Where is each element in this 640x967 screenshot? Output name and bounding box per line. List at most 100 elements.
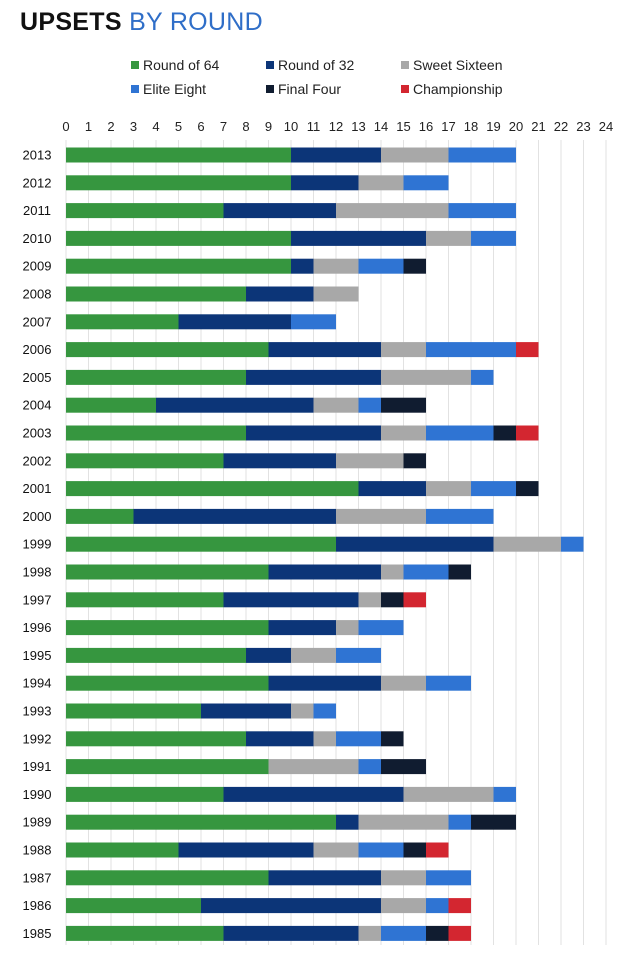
x-tick-label: 11 bbox=[307, 119, 321, 134]
chart-title-rest: BY ROUND bbox=[129, 8, 263, 36]
bar-segment-round-of-32 bbox=[291, 175, 359, 191]
year-label: 2012 bbox=[23, 175, 52, 190]
bar-segment-final-four bbox=[403, 453, 426, 469]
bar-segment-round-of-32 bbox=[201, 703, 291, 719]
bar-segment-elite-eight bbox=[426, 675, 471, 691]
bar-segment-elite-eight bbox=[448, 147, 516, 163]
bar-segment-round-of-32 bbox=[223, 203, 336, 219]
bar-segment-elite-eight bbox=[336, 647, 381, 663]
bar-segment-round-of-32 bbox=[223, 925, 359, 941]
bar-segment-elite-eight bbox=[336, 731, 381, 747]
bar-segment-final-four bbox=[381, 592, 404, 608]
legend-label: Round of 32 bbox=[278, 57, 355, 73]
bar-segment-round-of-64 bbox=[66, 925, 224, 941]
bar-segment-sweet-sixteen bbox=[381, 369, 471, 385]
x-axis-ticks: 0 1 2 3 4 5 6 7 8 9 10 11 12 13 14 15 16 17 18 19 20 21 22 23 24 bbox=[62, 119, 613, 134]
x-tick-label: 5 bbox=[175, 119, 182, 134]
bar-segment-championship bbox=[426, 842, 449, 858]
bar-segment-round-of-32 bbox=[268, 564, 381, 580]
bar-segment-round-of-32 bbox=[246, 369, 381, 385]
legend-item-round-of-64: Round of 64 bbox=[131, 57, 219, 73]
bar-segment-round-of-64 bbox=[66, 481, 359, 497]
bar-segment-elite-eight bbox=[358, 759, 381, 775]
bar-segment-elite-eight bbox=[426, 342, 516, 358]
bar-segment-round-of-32 bbox=[268, 870, 381, 886]
bar-segment-round-of-32 bbox=[133, 508, 336, 524]
x-tick-label: 22 bbox=[554, 119, 568, 134]
bar-segment-round-of-32 bbox=[178, 314, 291, 330]
bar-segment-round-of-64 bbox=[66, 258, 291, 274]
bar-segment-round-of-64 bbox=[66, 369, 246, 385]
year-label: 1991 bbox=[23, 759, 52, 774]
year-label: 1996 bbox=[23, 620, 52, 635]
bar-segment-final-four bbox=[403, 258, 426, 274]
bar-segment-round-of-64 bbox=[66, 397, 156, 413]
legend-swatch bbox=[131, 85, 139, 93]
year-label: 2006 bbox=[23, 342, 52, 357]
bar-segment-sweet-sixteen bbox=[336, 508, 426, 524]
bar-segment-sweet-sixteen bbox=[291, 703, 314, 719]
year-label: 1988 bbox=[23, 843, 52, 858]
year-label: 1999 bbox=[23, 537, 52, 552]
year-label: 2005 bbox=[23, 370, 52, 385]
bar-segment-round-of-32 bbox=[246, 731, 314, 747]
bar-segment-final-four bbox=[381, 397, 426, 413]
legend-swatch bbox=[131, 61, 139, 69]
bar-segment-round-of-32 bbox=[336, 814, 359, 830]
bar-segment-sweet-sixteen bbox=[313, 286, 359, 302]
bar-segment-round-of-64 bbox=[66, 759, 269, 775]
legend-item-elite-eight: Elite Eight bbox=[131, 81, 206, 97]
bar-segment-round-of-64 bbox=[66, 647, 246, 663]
bar-segment-elite-eight bbox=[358, 620, 404, 636]
bar-segment-round-of-64 bbox=[66, 175, 291, 191]
bar-segment-sweet-sixteen bbox=[426, 230, 471, 246]
chart-legend: Round of 64 Round of 32 Sweet Sixteen El… bbox=[0, 0, 640, 110]
year-label: 1997 bbox=[23, 592, 52, 607]
bar-segment-round-of-64 bbox=[66, 870, 269, 886]
bar-segment-round-of-32 bbox=[291, 230, 426, 246]
year-label: 2002 bbox=[23, 453, 52, 468]
year-label: 1990 bbox=[23, 787, 52, 802]
bar-segment-round-of-32 bbox=[268, 342, 381, 358]
bar-segment-round-of-64 bbox=[66, 898, 201, 914]
bar-segment-championship bbox=[516, 342, 539, 358]
bar-segment-sweet-sixteen bbox=[313, 258, 359, 274]
legend-swatch bbox=[266, 85, 274, 93]
bar-segment-round-of-32 bbox=[246, 647, 291, 663]
bar-segment-round-of-32 bbox=[268, 675, 381, 691]
year-label: 2000 bbox=[23, 509, 52, 524]
bar-segment-elite-eight bbox=[291, 314, 336, 330]
bar-segment-round-of-32 bbox=[201, 898, 381, 914]
bar-segment-round-of-64 bbox=[66, 842, 179, 858]
bar-segment-sweet-sixteen bbox=[381, 147, 449, 163]
chart-title: UPSETS BY ROUND bbox=[20, 8, 263, 37]
bar-segment-sweet-sixteen bbox=[313, 397, 359, 413]
year-label: 1992 bbox=[23, 731, 52, 746]
bar-segment-elite-eight bbox=[561, 536, 584, 552]
bar-segment-sweet-sixteen bbox=[493, 536, 561, 552]
year-label: 2009 bbox=[23, 259, 52, 274]
bar-segment-round-of-32 bbox=[223, 786, 404, 802]
bar-segment-final-four bbox=[381, 759, 426, 775]
year-label: 1985 bbox=[23, 926, 52, 941]
bar-segment-round-of-64 bbox=[66, 286, 246, 302]
bar-segment-elite-eight bbox=[448, 814, 471, 830]
bar-segment-final-four bbox=[516, 481, 539, 497]
bar-segment-elite-eight bbox=[426, 898, 449, 914]
x-tick-label: 0 bbox=[62, 119, 69, 134]
bar-segment-championship bbox=[403, 592, 426, 608]
x-tick-label: 18 bbox=[464, 119, 478, 134]
bar-segment-elite-eight bbox=[358, 842, 404, 858]
bar-segment-round-of-64 bbox=[66, 147, 291, 163]
bar-segment-elite-eight bbox=[313, 703, 336, 719]
bar-segment-final-four bbox=[381, 731, 404, 747]
bar-segment-round-of-32 bbox=[268, 620, 336, 636]
bar-segment-elite-eight bbox=[471, 481, 516, 497]
bar-segment-round-of-64 bbox=[66, 620, 269, 636]
bar-segment-elite-eight bbox=[426, 870, 471, 886]
bar-segment-round-of-32 bbox=[223, 592, 359, 608]
legend-label: Elite Eight bbox=[143, 81, 207, 97]
bar-segment-round-of-64 bbox=[66, 536, 336, 552]
bar-segment-championship bbox=[448, 898, 471, 914]
